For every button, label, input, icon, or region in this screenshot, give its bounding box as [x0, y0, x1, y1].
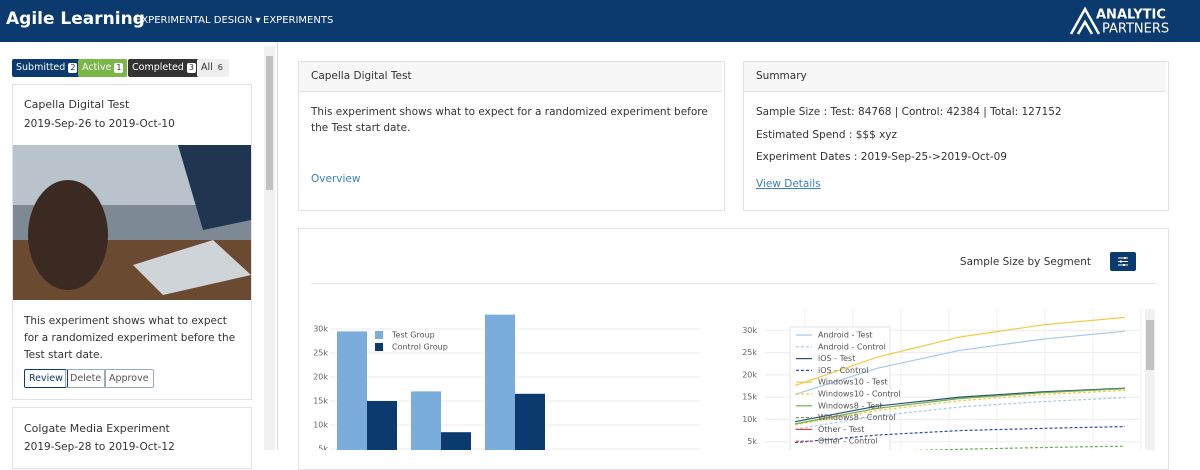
menu-label[interactable]: EXPERIMENTAL DESIGN	[135, 15, 253, 26]
approve-button[interactable]: Approve	[104, 369, 154, 388]
y-tick-label: 25k	[742, 348, 757, 357]
delete-button[interactable]: Delete	[65, 369, 107, 388]
panel-header	[299, 62, 722, 92]
legend-label: Other - Control	[818, 437, 878, 446]
panel-text: This experiment shows what to expect for…	[311, 106, 708, 134]
legend-label: Other - Test	[818, 425, 864, 434]
summary-line: Estimated Spend : $$$ xyz	[756, 129, 898, 141]
y-tick-label: 10k	[742, 415, 757, 424]
legend-label: Control Group	[392, 343, 448, 352]
bar	[411, 391, 441, 450]
line	[911, 445, 1126, 450]
filter-button[interactable]: All 6	[197, 59, 229, 77]
chart-scrollbar-thumb[interactable]	[1146, 320, 1154, 370]
legend-label: iOS - Control	[818, 366, 869, 375]
menu-item[interactable]: EXPERIMENTAL DESIGN ▾	[135, 15, 261, 26]
legend-swatch	[375, 331, 383, 339]
line	[794, 425, 1126, 444]
scrollbar[interactable]	[264, 46, 275, 450]
filter-label[interactable]: Completed	[132, 62, 184, 73]
charts: 5k 10k 15k 20k 25k 30k Test Group Control Group…	[313, 308, 1142, 451]
chart-panel-title: Sample Size by Segment	[959, 256, 1091, 268]
card-description: This experiment shows what to expect for…	[24, 315, 236, 361]
line	[794, 387, 1126, 423]
view-details-link[interactable]: View Details	[756, 178, 821, 190]
filter-button[interactable]: Completed 3	[128, 59, 200, 77]
logo-mark	[1069, 6, 1101, 35]
bar	[337, 331, 367, 450]
scrollbar-thumb[interactable]	[266, 56, 273, 190]
filter-button[interactable]: Active 1	[78, 59, 128, 77]
bar	[367, 401, 397, 450]
filter-count: 1	[114, 63, 124, 73]
legend-swatch	[375, 343, 383, 351]
y-tick-label: 20k	[742, 370, 757, 379]
y-tick-label: 10k	[313, 421, 328, 430]
separator	[311, 283, 1156, 284]
y-tick-label: 30k	[742, 326, 757, 335]
brand[interactable]: Agile Learning	[6, 9, 145, 29]
filter-count: 2	[68, 63, 78, 73]
legend-label: Android - Test	[818, 331, 873, 340]
image-person	[28, 180, 108, 290]
y-tick-label: 15k	[742, 393, 757, 402]
legend-label: Android - Control	[818, 342, 886, 351]
bar	[441, 432, 471, 450]
divider	[277, 42, 278, 450]
card-title: Capella Digital Test	[24, 98, 130, 111]
panel-title: Capella Digital Test	[311, 70, 412, 82]
logo-text: PARTNERS	[1102, 22, 1169, 37]
overview-link[interactable]: Overview	[311, 173, 361, 185]
legend-label: Windows8 - Test	[818, 401, 883, 410]
line	[794, 396, 1126, 430]
button-icon	[1120, 257, 1126, 266]
chart-panel	[298, 228, 1169, 470]
panel-header	[744, 62, 1166, 92]
summary-line: Sample Size : Test: 84768 | Control: 423…	[756, 106, 1062, 118]
chart-scrollbar[interactable]	[1145, 309, 1155, 450]
filter-count: 6	[215, 63, 225, 73]
filter-button[interactable]: Submitted 2	[12, 59, 82, 77]
logo-text: ANALYTIC	[1096, 8, 1166, 23]
legend-label: Windows8 - Control	[818, 413, 896, 422]
y-tick-label: 5k	[318, 445, 328, 451]
menu-item[interactable]: EXPERIMENTS	[263, 15, 334, 26]
image-screen	[178, 145, 251, 230]
line	[794, 330, 1126, 396]
image-laptop	[133, 240, 251, 295]
legend-label: Test Group	[391, 331, 435, 340]
legend-label: Windows10 - Test	[818, 378, 888, 387]
logo: ANALYTIC PARTNERS	[1069, 6, 1169, 37]
filter-count: 3	[186, 63, 196, 73]
bar	[515, 393, 545, 450]
bar	[485, 314, 515, 450]
legend-label: iOS - Test	[818, 354, 855, 363]
settings-button[interactable]	[1110, 252, 1136, 271]
y-tick-label: 20k	[313, 373, 328, 382]
line	[794, 316, 1126, 387]
y-tick-label: 5k	[747, 437, 757, 446]
summary-line: Experiment Dates : 2019-Sep-25->2019-Oct…	[756, 151, 1007, 163]
filter-label[interactable]: Submitted	[16, 62, 66, 73]
y-tick-label: 25k	[313, 349, 328, 358]
card-image	[13, 145, 251, 300]
legend-label: Windows10 - Control	[818, 390, 901, 399]
navbar: Agile Learning EXPERIMENTAL DESIGN ▾ EXP…	[0, 0, 1200, 42]
y-tick-label: 30k	[313, 325, 328, 334]
card-dates: 2019-Sep-26 to 2019-Oct-10	[24, 118, 175, 130]
line	[794, 389, 1126, 426]
card-title: Colgate Media Experiment	[24, 422, 170, 435]
line	[794, 388, 1126, 425]
review-button[interactable]: Review	[24, 369, 68, 388]
panel-title: Summary	[756, 70, 807, 82]
y-tick-label: 15k	[313, 397, 328, 406]
filter-label[interactable]: All	[201, 62, 213, 73]
filter-label[interactable]: Active	[82, 62, 112, 73]
